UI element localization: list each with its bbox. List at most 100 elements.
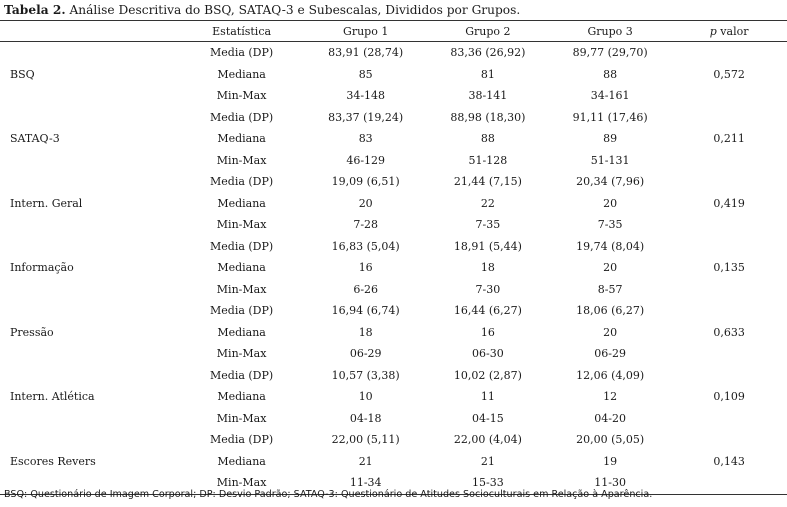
p-value-cell bbox=[671, 365, 787, 387]
p-value-cell: 0,211 bbox=[713, 132, 745, 146]
statistic-label-cell: Media (DP) bbox=[210, 304, 274, 318]
variable-name-cell: SATAQ-3 bbox=[10, 132, 60, 146]
group-3-cell: 89 bbox=[603, 132, 618, 146]
p-value-cell bbox=[671, 150, 787, 172]
table-row: Media (DP) 83,91 (28,74) 83,36 (26,92) 89,7… bbox=[0, 42, 787, 64]
group-2-cell: 21,44 (7,15) bbox=[453, 175, 522, 189]
group-1-cell: 7-28 bbox=[353, 218, 379, 232]
table-row: Min-Max 04-18 04-15 04-20 bbox=[0, 408, 787, 430]
table-row: Min-Max 34-148 38-141 34-161 bbox=[0, 85, 787, 107]
variable-name-cell: Informação bbox=[10, 261, 74, 275]
variable-name-cell: BSQ bbox=[10, 67, 35, 81]
variable-name-cell bbox=[0, 236, 179, 258]
variable-name-cell bbox=[0, 300, 179, 322]
variable-name-cell: Intern. Atlética bbox=[10, 390, 95, 404]
table-row: BSQ Mediana 85 81 88 0,572 bbox=[0, 64, 787, 86]
variable-name-cell bbox=[0, 429, 179, 451]
table-footnote: BSQ: Questionário de Imagem Corporal; DP… bbox=[4, 489, 653, 500]
group-3-cell: 8-57 bbox=[597, 282, 623, 296]
group-3-cell: 20 bbox=[603, 261, 618, 275]
group-2-cell: 18 bbox=[480, 261, 495, 275]
group-1-cell: 06-29 bbox=[349, 347, 382, 361]
group-3-cell: 20,00 (5,05) bbox=[576, 433, 645, 447]
group-2-cell: 7-35 bbox=[475, 218, 501, 232]
group-2-cell: 7-30 bbox=[475, 282, 501, 296]
variable-name-cell bbox=[0, 107, 179, 129]
header-group-3: Grupo 3 bbox=[549, 20, 672, 42]
p-value-cell bbox=[671, 472, 787, 495]
table-row: Intern. Geral Mediana 20 22 20 0,419 bbox=[0, 193, 787, 215]
group-1-cell: 10 bbox=[358, 390, 373, 404]
table-row: Escores Revers Mediana 21 21 19 0,143 bbox=[0, 451, 787, 473]
group-1-cell: 11-34 bbox=[304, 472, 427, 495]
statistic-label-cell: Min-Max bbox=[178, 472, 305, 495]
group-2-cell: 10,02 (2,87) bbox=[453, 368, 522, 382]
table-row: Min-Max 06-29 06-30 06-29 bbox=[0, 343, 787, 365]
statistic-label-cell: Media (DP) bbox=[210, 239, 274, 253]
variable-name-cell bbox=[0, 150, 179, 172]
variable-name-cell bbox=[0, 408, 179, 430]
table-row: Min-Max 11-34 15-33 11-30 bbox=[0, 472, 787, 495]
group-2-cell: 21 bbox=[480, 454, 495, 468]
group-1-cell: 20 bbox=[358, 196, 373, 210]
table-caption-label: Tabela 2. bbox=[4, 3, 66, 17]
group-2-cell: 18,91 (5,44) bbox=[453, 239, 522, 253]
table-row: Intern. Atlética Mediana 10 11 12 0,109 bbox=[0, 386, 787, 408]
header-group-1: Grupo 1 bbox=[304, 20, 427, 42]
statistic-label-cell: Mediana bbox=[217, 261, 266, 275]
header-p-suffix: valor bbox=[716, 24, 749, 38]
variable-name-cell bbox=[0, 214, 179, 236]
p-value-cell bbox=[671, 214, 787, 236]
statistic-label-cell: Media (DP) bbox=[210, 46, 274, 60]
p-value-cell bbox=[671, 279, 787, 301]
group-1-cell: 46-129 bbox=[346, 153, 386, 167]
group-2-cell: 88,98 (18,30) bbox=[450, 110, 526, 124]
group-3-cell: 19,74 (8,04) bbox=[576, 239, 645, 253]
statistic-label-cell: Min-Max bbox=[216, 218, 267, 232]
p-value-cell: 0,572 bbox=[713, 67, 745, 81]
statistic-label-cell: Min-Max bbox=[216, 282, 267, 296]
variable-name-cell bbox=[0, 365, 179, 387]
group-3-cell: 12,06 (4,09) bbox=[576, 368, 645, 382]
group-2-cell: 83,36 (26,92) bbox=[450, 46, 526, 60]
group-2-cell: 04-15 bbox=[472, 411, 504, 425]
group-3-cell: 04-20 bbox=[594, 411, 626, 425]
group-3-cell: 7-35 bbox=[597, 218, 623, 232]
statistic-label-cell: Min-Max bbox=[216, 347, 267, 361]
variable-name-cell bbox=[0, 343, 179, 365]
group-1-cell: 16,94 (6,74) bbox=[331, 304, 400, 318]
statistic-label-cell: Mediana bbox=[217, 132, 266, 146]
group-2-cell: 22,00 (4,04) bbox=[453, 433, 522, 447]
table-row: Informação Mediana 16 18 20 0,135 bbox=[0, 257, 787, 279]
group-3-cell: 34-161 bbox=[590, 89, 630, 103]
group-1-cell: 04-18 bbox=[349, 411, 382, 425]
header-group-2: Grupo 2 bbox=[426, 20, 550, 42]
group-3-cell: 20 bbox=[603, 196, 618, 210]
table-caption-text: Análise Descritiva do BSQ, SATAQ-3 e Sub… bbox=[65, 3, 521, 17]
table-row: Min-Max 46-129 51-128 51-131 bbox=[0, 150, 787, 172]
group-1-cell: 18 bbox=[358, 325, 373, 339]
table-row: Pressão Mediana 18 16 20 0,633 bbox=[0, 322, 787, 344]
statistic-label-cell: Media (DP) bbox=[210, 175, 274, 189]
group-3-cell: 88 bbox=[603, 67, 618, 81]
group-1-cell: 83 bbox=[358, 132, 373, 146]
variable-name-cell bbox=[0, 85, 179, 107]
statistic-label-cell: Min-Max bbox=[216, 89, 267, 103]
p-value-cell bbox=[671, 42, 787, 64]
p-value-cell bbox=[671, 343, 787, 365]
group-1-cell: 22,00 (5,11) bbox=[331, 433, 400, 447]
group-1-cell: 10,57 (3,38) bbox=[331, 368, 400, 382]
statistic-label-cell: Mediana bbox=[217, 67, 266, 81]
p-value-cell: 0,109 bbox=[713, 390, 745, 404]
header-p-value: p valor bbox=[671, 20, 787, 42]
p-value-cell bbox=[671, 429, 787, 451]
table-row: Media (DP) 10,57 (3,38) 10,02 (2,87) 12,06 … bbox=[0, 365, 787, 387]
group-2-cell: 06-30 bbox=[472, 347, 504, 361]
group-2-cell: 11 bbox=[480, 390, 495, 404]
group-2-cell: 51-128 bbox=[468, 153, 508, 167]
table-row: SATAQ-3 Mediana 83 88 89 0,211 bbox=[0, 128, 787, 150]
statistic-label-cell: Media (DP) bbox=[210, 433, 274, 447]
header-p-prefix: p bbox=[709, 24, 717, 38]
group-1-cell: 83,37 (19,24) bbox=[328, 110, 404, 124]
group-3-cell: 51-131 bbox=[590, 153, 630, 167]
